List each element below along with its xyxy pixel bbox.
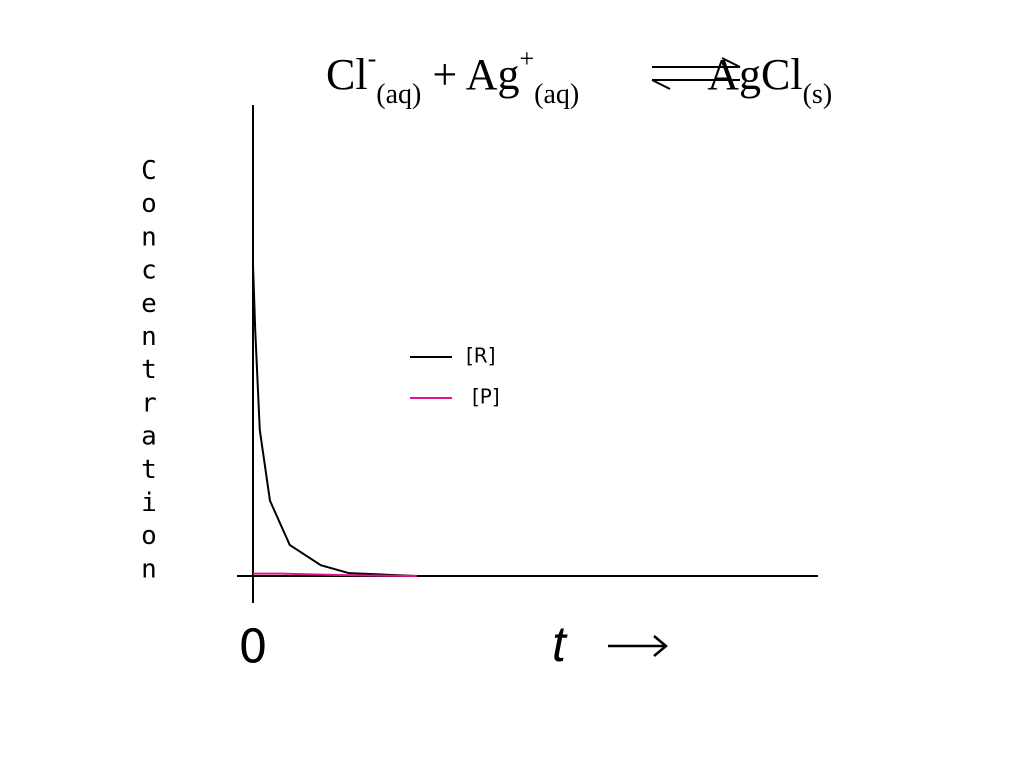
title-part: (s) <box>802 79 833 110</box>
x-axis-label: t <box>552 616 568 672</box>
title-part: AgCl <box>707 50 803 99</box>
series-line <box>253 572 417 577</box>
x-axis-arrow <box>608 635 668 657</box>
title-part: (aq) <box>376 79 422 110</box>
title-part: + Ag <box>432 50 520 99</box>
equilibrium-arrows <box>651 57 741 90</box>
title-part: + <box>519 44 535 73</box>
title-part: - <box>367 44 377 73</box>
series-line <box>252 265 417 577</box>
title-part: (aq) <box>534 79 580 110</box>
y-axis-label: Concentration <box>134 156 164 588</box>
x-tick-label: 0 <box>238 620 267 674</box>
legend-label: [R] <box>466 344 496 368</box>
legend-label: [P] <box>472 385 500 409</box>
chart-title: Cl- (aq) + Ag+ (aq) AgCl(s) <box>326 46 832 109</box>
title-part: Cl <box>326 50 368 99</box>
